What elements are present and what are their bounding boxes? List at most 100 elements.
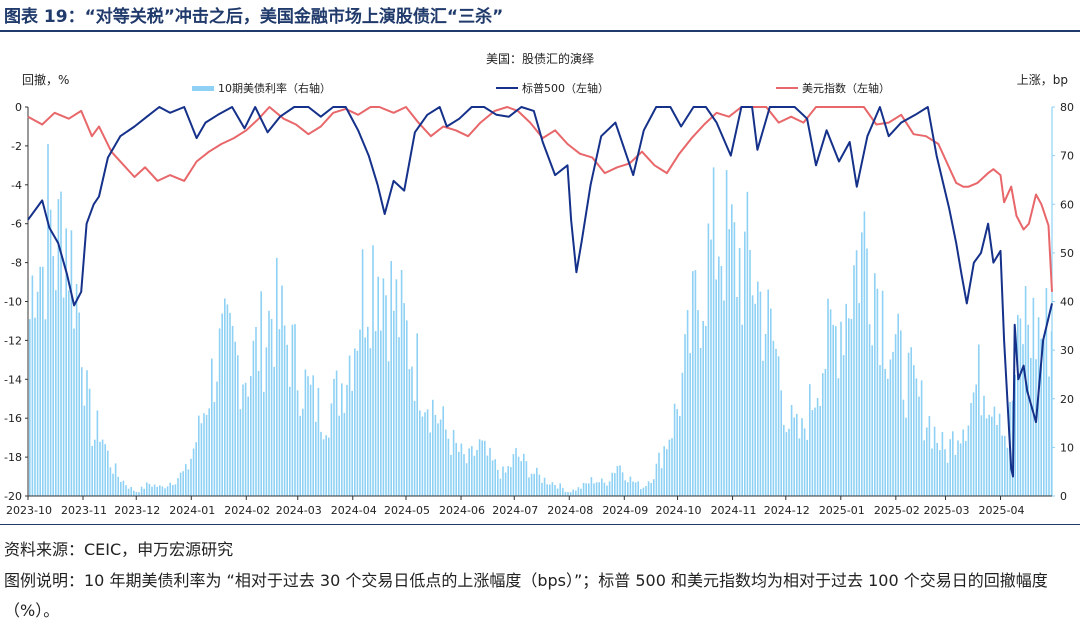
bond-bar [341,383,343,496]
bond-bar [965,441,967,496]
bond-bar [49,209,52,496]
bond-bar [1017,314,1019,496]
bond-bar [439,419,442,496]
bond-bar [364,337,366,496]
bond-bar [751,295,754,496]
bond-bar [242,384,244,496]
bond-bar [296,390,299,496]
tick-labels: 0 -2 -4 -6 -8 -10 -12 -14 -16 -18 -20 80 70 60 50 40 30 2… [4,101,1074,517]
bond-bar [621,472,624,496]
bond-bar [182,471,184,496]
bond-bar [900,330,902,496]
bond-bar [848,318,850,496]
bond-bar [94,439,96,496]
bond-bar [359,329,361,496]
bond-bar [237,355,239,496]
bond-bar [78,312,80,496]
bond-bar [419,410,421,496]
bond-bar [705,326,707,496]
bond-bar [447,438,450,496]
bond-bar [315,421,317,496]
bond-bar [1040,338,1042,496]
bond-bar [684,334,686,496]
bond-bar [777,356,780,496]
bond-bar [520,461,522,496]
bond-bar [169,482,171,496]
x-tick-label: 2024-05 [384,504,430,517]
bond-bar [208,408,210,496]
bond-bar [905,417,907,496]
legend-swatch-bonds [192,86,214,91]
bond-bar [432,399,434,496]
bond-bar [185,464,187,496]
bond-bar [135,492,138,496]
bond-bar [801,418,803,496]
bond-bar [400,270,403,496]
bond-bar [387,361,390,496]
bond-bar [328,437,330,496]
legend-label-bonds: 10期美债利率（右轴） [218,81,331,95]
bond-bar [525,461,528,496]
bond-bar [166,486,169,496]
bond-bar [195,442,197,496]
bond-bar [946,462,949,496]
chart-svg: 美国：股债汇的演绎 回撤，% 上涨，bp 10期美债利率（右轴） 标普500（左… [4,51,1074,517]
bond-bar [62,297,65,496]
bond-bar [278,329,281,496]
bond-bar [1048,376,1050,496]
bond-bar [642,487,645,496]
bond-bar [192,448,195,496]
bond-bar [764,334,767,496]
bond-bar [556,488,559,496]
bond-bar [213,402,216,496]
bond-bar [452,429,455,496]
bond-bar [632,481,634,496]
bond-bar [101,439,104,496]
bond-bar [993,406,996,496]
bond-bar [442,406,444,496]
bond-bar [174,484,177,496]
bond-bar [585,483,587,496]
bond-bar [484,440,486,496]
bond-bar [83,405,86,496]
bond-bar [923,440,925,496]
bond-bar [983,395,985,496]
bond-bar [634,482,637,496]
bond-bar [944,449,946,496]
bond-bar [582,482,585,496]
bond-bar [494,459,496,496]
x-tick-label: 2024-01 [169,504,215,517]
bond-bar [783,425,785,496]
bond-bar [148,483,151,496]
bond-bar [611,472,613,496]
bond-bar [759,291,762,496]
bond-bar [416,333,418,496]
bond-bar [52,256,54,496]
bond-bar [681,372,684,496]
bond-bar [161,486,164,496]
bond-bar [978,344,980,496]
x-tick-label: 2024-11 [711,504,757,517]
bond-bar [153,484,156,496]
x-tick-label: 2023-11 [61,504,107,517]
chart-container: 美国：股债汇的演绎 回撤，% 上涨，bp 10期美债利率（右轴） 标普500（左… [0,40,1080,520]
right-tick-label: 0 [1060,490,1067,503]
bond-bar [343,412,346,496]
bond-bar [757,281,759,496]
bond-bar [811,410,814,496]
bond-bar [390,261,392,496]
bond-bar [874,273,876,496]
bond-bar [1037,317,1040,496]
right-tick-label: 60 [1060,198,1074,211]
bond-bar [109,467,112,496]
bond-bar [244,382,247,496]
bond-bar [465,463,468,496]
bond-bar [590,477,593,496]
bond-bar [907,352,910,496]
bond-bar [512,454,515,496]
bond-bar [216,381,218,496]
bond-bar [304,369,307,496]
bond-bar [931,448,933,496]
bond-bar [913,365,915,496]
bond-bar [65,228,67,496]
